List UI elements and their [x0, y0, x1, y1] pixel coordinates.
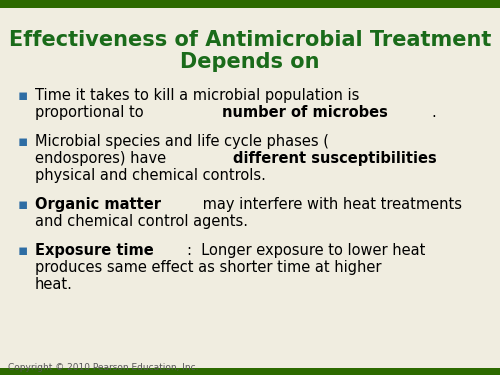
Text: and chemical control agents.: and chemical control agents. — [35, 214, 248, 229]
Text: physical and chemical controls.: physical and chemical controls. — [35, 168, 266, 183]
Text: :  Longer exposure to lower heat: : Longer exposure to lower heat — [186, 243, 425, 258]
Text: Effectiveness of Antimicrobial Treatment: Effectiveness of Antimicrobial Treatment — [9, 30, 491, 50]
Text: heat.: heat. — [35, 277, 73, 292]
Bar — [0, 0, 500, 8]
Text: different susceptibilities: different susceptibilities — [234, 151, 437, 166]
Text: Microbial species and life cycle phases (: Microbial species and life cycle phases … — [35, 134, 329, 149]
Text: Exposure time: Exposure time — [35, 243, 154, 258]
Text: Depends on: Depends on — [180, 52, 320, 72]
Text: .: . — [432, 105, 436, 120]
Bar — [0, 368, 500, 375]
Text: endospores) have: endospores) have — [35, 151, 171, 166]
Text: number of microbes: number of microbes — [222, 105, 388, 120]
Text: ▪: ▪ — [18, 197, 28, 212]
Text: Copyright © 2010 Pearson Education, Inc.: Copyright © 2010 Pearson Education, Inc. — [8, 363, 198, 372]
Text: produces same effect as shorter time at higher: produces same effect as shorter time at … — [35, 260, 382, 275]
Text: ▪: ▪ — [18, 243, 28, 258]
Text: ▪: ▪ — [18, 88, 28, 103]
Text: Organic matter: Organic matter — [35, 197, 161, 212]
Text: ▪: ▪ — [18, 134, 28, 149]
Text: Time it takes to kill a microbial population is: Time it takes to kill a microbial popula… — [35, 88, 360, 103]
Text: proportional to: proportional to — [35, 105, 148, 120]
Text: may interfere with heat treatments: may interfere with heat treatments — [198, 197, 462, 212]
